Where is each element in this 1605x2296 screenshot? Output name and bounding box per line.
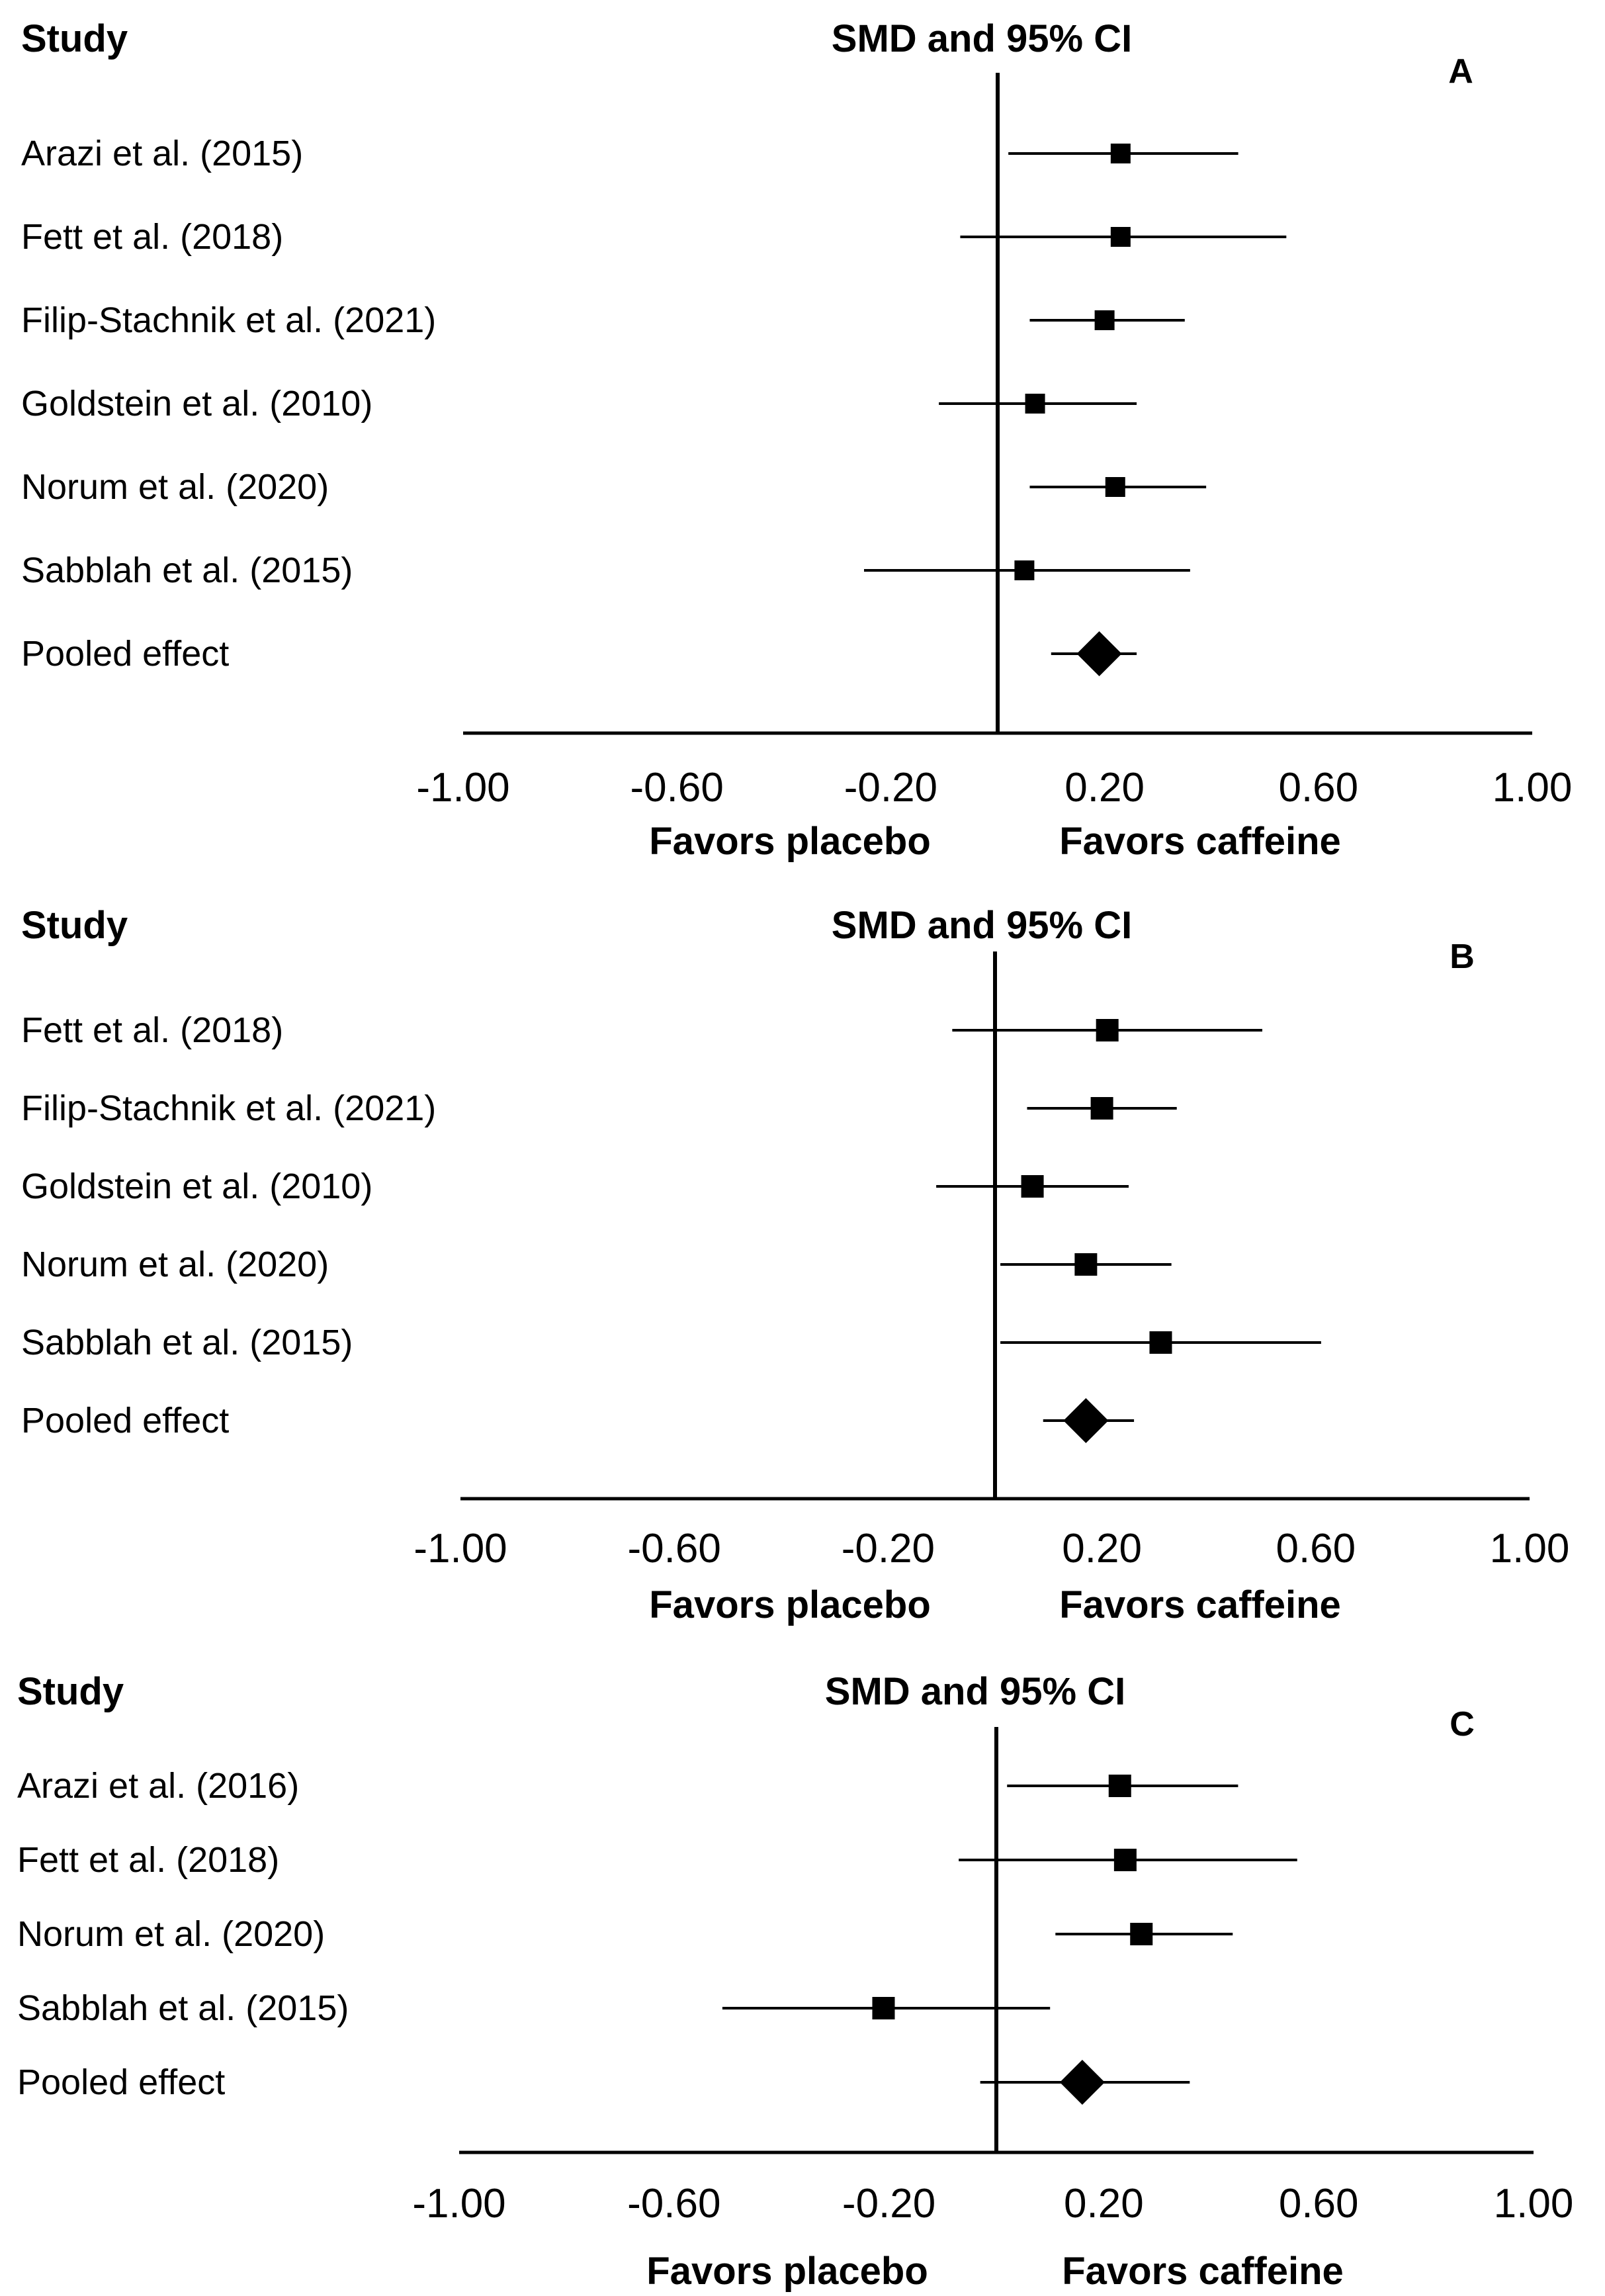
study-label: Fett et al. (2018): [21, 217, 284, 257]
x-tick-label: -1.00: [413, 1526, 507, 1571]
study-label: Goldstein et al. (2010): [21, 1167, 373, 1206]
x-tick-label: -0.20: [842, 2181, 936, 2227]
favors-caffeine-label: Favors caffeine: [1059, 820, 1341, 863]
study-column-header: Study: [21, 17, 128, 60]
pooled-effect-diamond: [1063, 1398, 1109, 1443]
study-point-marker: [1096, 1019, 1119, 1041]
favors-caffeine-label: Favors caffeine: [1059, 1583, 1341, 1626]
study-point-marker: [1110, 227, 1131, 247]
pooled-effect-diamond: [1076, 631, 1122, 676]
study-point-marker: [1094, 310, 1115, 330]
pooled-effect-label: Pooled effect: [17, 2062, 226, 2102]
favors-caffeine-label: Favors caffeine: [1062, 2250, 1344, 2293]
study-label: Norum et al. (2020): [21, 1245, 329, 1284]
x-tick-label: -0.20: [841, 1526, 935, 1571]
x-tick-label: 1.00: [1489, 1526, 1570, 1571]
study-label: Sabblah et al. (2015): [17, 1988, 349, 2028]
study-point-marker: [1074, 1253, 1098, 1276]
x-tick-label: 0.20: [1064, 2181, 1144, 2227]
x-tick-label: -0.20: [844, 765, 938, 811]
forest-plot-area: [459, 1727, 1534, 2154]
smd-column-header: SMD and 95% CI: [831, 904, 1133, 947]
x-tick-label: -0.60: [630, 765, 724, 811]
study-label: Norum et al. (2020): [17, 1914, 325, 1954]
study-label: Filip-Stachnik et al. (2021): [21, 300, 437, 340]
study-label: Filip-Stachnik et al. (2021): [21, 1088, 437, 1128]
x-tick-label: -1.00: [412, 2181, 506, 2227]
pooled-effect-label: Pooled effect: [21, 1401, 230, 1440]
study-label: Fett et al. (2018): [17, 1840, 280, 1880]
study-label: Fett et al. (2018): [21, 1010, 284, 1050]
study-label: Goldstein et al. (2010): [21, 384, 373, 423]
study-point-marker: [1021, 1175, 1044, 1198]
study-point-marker: [1014, 560, 1035, 580]
smd-column-header: SMD and 95% CI: [831, 17, 1133, 60]
study-point-marker: [1110, 144, 1131, 163]
forest-plot-panel-a: Study SMD and 95% CI A Arazi et al. (201…: [0, 0, 1605, 873]
forest-plot-area: [460, 951, 1530, 1501]
study-point-marker: [1090, 1097, 1113, 1120]
favors-placebo-label: Favors placebo: [646, 2250, 928, 2293]
x-tick-label: 0.20: [1062, 1526, 1142, 1571]
study-label: Arazi et al. (2015): [21, 134, 304, 173]
study-point-marker: [1105, 477, 1125, 497]
forest-plot-area: [463, 73, 1532, 735]
study-label: Sabblah et al. (2015): [21, 1323, 353, 1362]
study-label: Arazi et al. (2016): [17, 1766, 300, 1806]
study-point-marker: [872, 1997, 895, 2019]
study-column-header: Study: [21, 904, 128, 947]
x-tick-label: 1.00: [1492, 765, 1573, 811]
panel-label: A: [1448, 52, 1473, 91]
study-point-marker: [1149, 1331, 1172, 1354]
smd-column-header: SMD and 95% CI: [824, 1670, 1126, 1713]
study-point-marker: [1130, 1923, 1153, 1945]
panel-label: C: [1450, 1705, 1475, 1744]
forest-plot-panel-c: Study SMD and 95% CI C Arazi et al. (201…: [0, 1654, 1605, 2296]
study-label: Sabblah et al. (2015): [21, 551, 353, 590]
favors-placebo-label: Favors placebo: [649, 1583, 931, 1626]
x-tick-label: -0.60: [627, 2181, 721, 2227]
x-tick-label: 0.20: [1064, 765, 1145, 811]
favors-placebo-label: Favors placebo: [649, 820, 931, 863]
x-tick-label: 0.60: [1276, 1526, 1356, 1571]
study-point-marker: [1025, 394, 1045, 414]
x-tick-label: -1.00: [416, 765, 510, 811]
study-column-header: Study: [17, 1670, 124, 1713]
x-tick-label: 1.00: [1493, 2181, 1574, 2227]
x-tick-label: 0.60: [1278, 2181, 1359, 2227]
pooled-effect-label: Pooled effect: [21, 634, 230, 674]
x-tick-label: -0.60: [627, 1526, 721, 1571]
forest-plot-panel-b: Study SMD and 95% CI B Fett et al. (2018…: [0, 893, 1605, 1624]
x-tick-label: 0.60: [1278, 765, 1359, 811]
study-point-marker: [1113, 1849, 1137, 1871]
pooled-effect-diamond: [1059, 2060, 1105, 2105]
study-point-marker: [1108, 1775, 1131, 1797]
study-label: Norum et al. (2020): [21, 467, 329, 507]
panel-label: B: [1450, 938, 1475, 976]
